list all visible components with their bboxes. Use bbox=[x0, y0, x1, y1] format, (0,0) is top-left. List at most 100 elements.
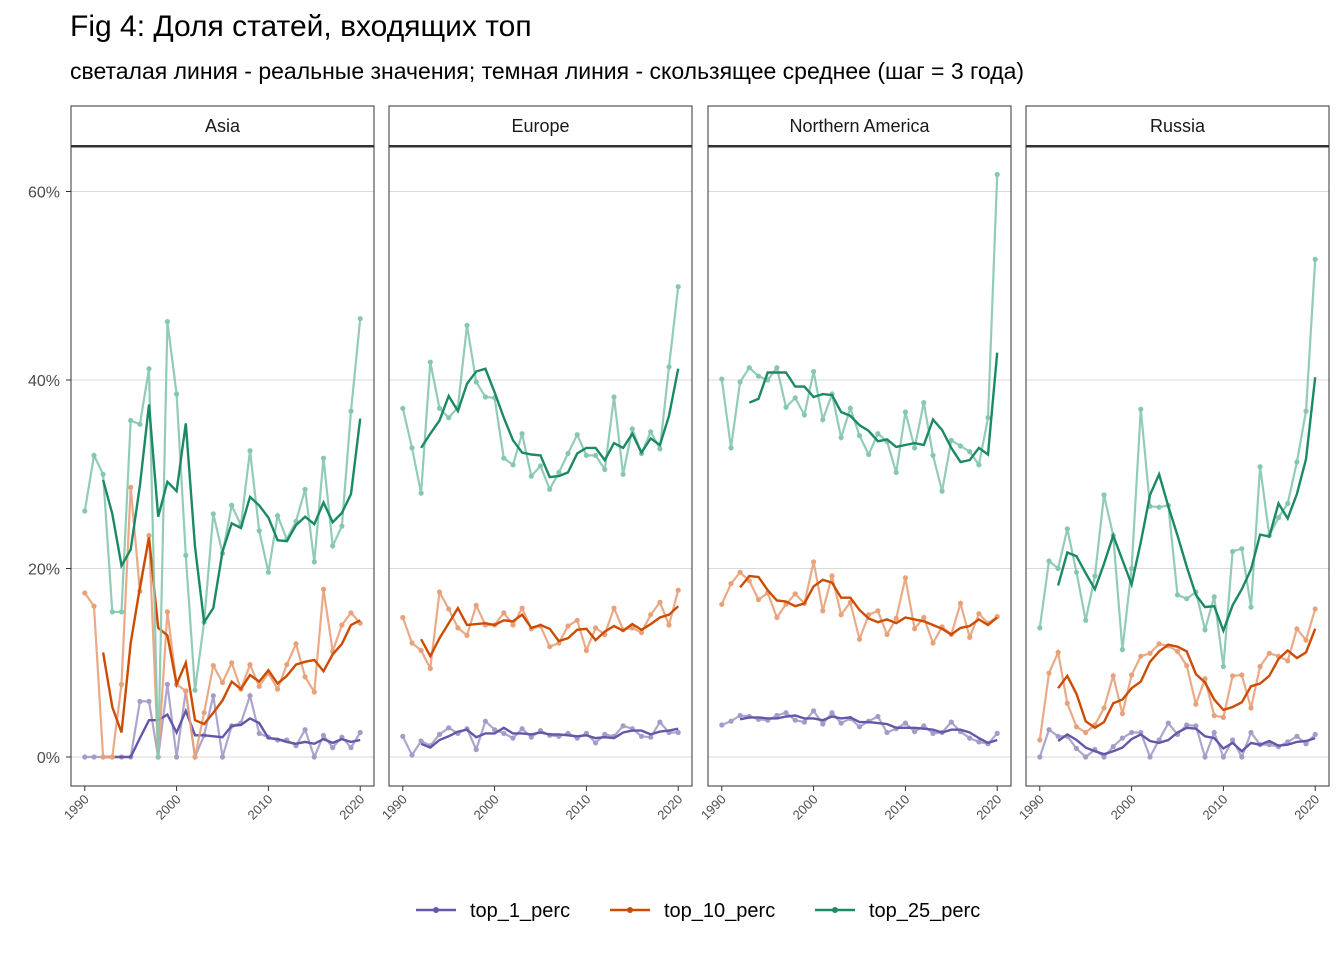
y-axis: 0% 20% 40% 60% bbox=[28, 185, 71, 767]
data-point-top_10_perc bbox=[719, 601, 725, 607]
data-point-top_1_perc bbox=[1294, 733, 1300, 739]
data-point-top_10_perc bbox=[893, 615, 899, 622]
facet-strip-label: Europe bbox=[511, 116, 569, 136]
data-point-top_10_perc bbox=[648, 612, 654, 618]
data-point-top_1_perc bbox=[400, 733, 406, 739]
data-point-top_1_perc bbox=[838, 720, 844, 726]
x-tick-label: 1990 bbox=[1016, 792, 1047, 823]
x-tick-label: 1990 bbox=[379, 792, 410, 823]
chart-title: Fig 4: Доля статей, входящих топ bbox=[70, 10, 532, 43]
data-point-top_10_perc bbox=[902, 575, 909, 581]
data-point-top_1_perc bbox=[1165, 720, 1171, 726]
data-point-top_25_perc bbox=[519, 431, 525, 437]
data-point-top_25_perc bbox=[976, 462, 982, 468]
data-point-top_25_perc bbox=[994, 171, 1000, 178]
x-tick-label: 2020 bbox=[1291, 792, 1322, 823]
data-point-top_1_perc bbox=[1083, 754, 1089, 760]
data-point-top_1_perc bbox=[902, 720, 909, 726]
data-point-top_1_perc bbox=[1211, 729, 1217, 736]
data-point-top_10_perc bbox=[629, 625, 635, 631]
data-point-top_1_perc bbox=[1202, 754, 1208, 760]
data-point-top_10_perc bbox=[446, 606, 452, 612]
data-point-top_10_perc bbox=[574, 617, 580, 623]
data-point-top_1_perc bbox=[357, 729, 363, 736]
data-point-top_1_perc bbox=[1055, 733, 1061, 739]
data-point-top_1_perc bbox=[247, 693, 253, 699]
data-point-top_1_perc bbox=[1129, 729, 1135, 736]
data-point-top_10_perc bbox=[1220, 714, 1226, 721]
data-point-top_25_perc bbox=[137, 421, 143, 427]
series-line-top_25_perc-moving-average bbox=[1056, 377, 1317, 635]
data-point-top_1_perc bbox=[719, 722, 725, 728]
data-point-top_1_perc bbox=[219, 754, 226, 760]
data-point-top_25_perc bbox=[247, 448, 253, 454]
data-point-top_1_perc bbox=[1266, 742, 1272, 748]
data-point-top_10_perc bbox=[1248, 705, 1254, 711]
data-point-top_1_perc bbox=[482, 718, 488, 724]
x-tick-label: 2020 bbox=[654, 792, 685, 823]
data-point-top_25_perc bbox=[400, 405, 406, 411]
panel-europe: Europe 1990 2000 2010 2020 bbox=[379, 105, 693, 823]
panel-border bbox=[388, 146, 693, 787]
data-point-top_10_perc bbox=[1211, 712, 1217, 719]
data-point-top_10_perc bbox=[128, 484, 134, 490]
data-point-top_1_perc bbox=[519, 726, 525, 732]
data-point-top_1_perc bbox=[330, 745, 336, 751]
data-point-top_1_perc bbox=[774, 712, 780, 719]
data-point-top_1_perc bbox=[1184, 722, 1190, 728]
data-point-top_25_perc bbox=[275, 513, 281, 519]
data-point-top_10_perc bbox=[583, 647, 590, 654]
data-point-top_10_perc bbox=[638, 630, 645, 636]
data-point-top_25_perc bbox=[1037, 625, 1043, 631]
panel-border bbox=[70, 146, 375, 787]
data-point-top_25_perc bbox=[348, 408, 354, 414]
data-point-top_10_perc bbox=[611, 605, 617, 611]
data-point-top_10_perc bbox=[339, 622, 345, 628]
data-point-top_25_perc bbox=[320, 455, 327, 461]
data-point-top_10_perc bbox=[146, 532, 152, 539]
facet-strip-label: Northern America bbox=[789, 116, 930, 136]
data-point-top_1_perc bbox=[976, 739, 982, 745]
data-point-top_10_perc bbox=[1083, 729, 1089, 736]
data-point-top_1_perc bbox=[1303, 741, 1309, 747]
data-point-top_1_perc bbox=[930, 730, 936, 737]
data-point-top_10_perc bbox=[219, 679, 226, 686]
data-point-top_10_perc bbox=[1193, 701, 1199, 707]
y-tick-label: 0% bbox=[37, 750, 60, 767]
data-point-top_25_perc bbox=[1092, 573, 1098, 579]
data-point-top_10_perc bbox=[501, 610, 507, 616]
data-point-top_25_perc bbox=[1055, 565, 1061, 572]
facet-strip bbox=[388, 105, 693, 147]
data-point-top_10_perc bbox=[737, 569, 743, 575]
data-point-top_1_perc bbox=[501, 730, 507, 737]
data-point-top_1_perc bbox=[348, 745, 354, 751]
data-point-top_10_perc bbox=[1138, 653, 1144, 659]
data-point-top_25_perc bbox=[537, 463, 544, 469]
data-point-top_1_perc bbox=[473, 746, 479, 753]
data-point-top_25_perc bbox=[792, 395, 798, 401]
data-point-top_25_perc bbox=[1230, 548, 1236, 555]
data-point-top_25_perc bbox=[446, 415, 452, 421]
data-point-top_25_perc bbox=[939, 488, 945, 494]
data-point-top_1_perc bbox=[602, 731, 608, 738]
data-point-top_25_perc bbox=[774, 365, 780, 371]
data-point-top_25_perc bbox=[265, 569, 271, 575]
panel-northern-america: Northern America 1990 2000 2010 2020 bbox=[698, 105, 1012, 823]
data-point-top_25_perc bbox=[1202, 627, 1208, 633]
data-point-top_25_perc bbox=[866, 451, 872, 458]
data-point-top_25_perc bbox=[409, 445, 415, 451]
data-point-top_10_perc bbox=[464, 632, 470, 639]
y-tick-label: 20% bbox=[28, 562, 60, 579]
data-point-top_10_perc bbox=[247, 662, 253, 668]
data-point-top_1_perc bbox=[436, 731, 443, 738]
data-point-top_10_perc bbox=[1230, 673, 1236, 679]
data-point-top_10_perc bbox=[1129, 672, 1135, 678]
data-point-top_25_perc bbox=[856, 433, 863, 439]
data-point-top_25_perc bbox=[1046, 558, 1052, 564]
data-point-top_10_perc bbox=[436, 589, 443, 595]
data-point-top_25_perc bbox=[164, 319, 170, 325]
data-point-top_25_perc bbox=[593, 452, 599, 458]
data-point-top_10_perc bbox=[774, 614, 780, 621]
data-point-top_1_perc bbox=[638, 733, 645, 739]
data-point-top_25_perc bbox=[948, 437, 954, 443]
